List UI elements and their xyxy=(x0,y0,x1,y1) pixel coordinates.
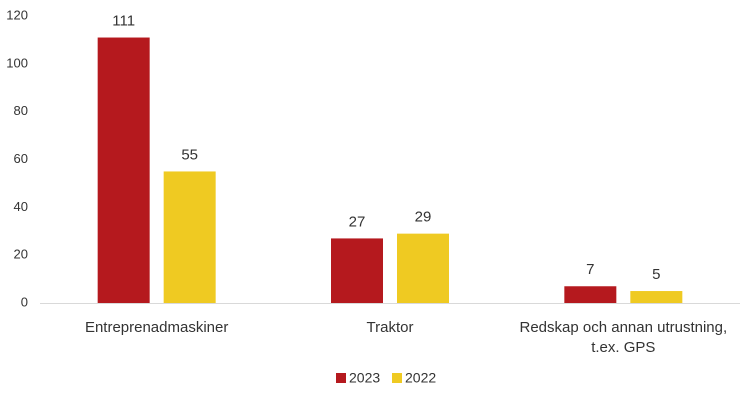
y-tick-label: 80 xyxy=(14,103,28,118)
bar xyxy=(331,238,383,303)
bar xyxy=(97,37,150,304)
legend-swatch xyxy=(392,373,402,383)
y-tick-label: 100 xyxy=(6,55,28,70)
data-label: 27 xyxy=(349,213,366,230)
data-label: 111 xyxy=(112,12,135,29)
bar xyxy=(163,171,216,303)
y-tick-label: 0 xyxy=(21,294,28,309)
x-tick-label: Redskap och annan utrustning, t.ex. GPS xyxy=(519,319,728,356)
bar xyxy=(397,233,449,303)
data-label: 29 xyxy=(415,209,432,226)
y-tick-label: 60 xyxy=(14,151,28,166)
legend-label: 2023 xyxy=(349,370,380,386)
data-label: 55 xyxy=(181,146,198,163)
bar xyxy=(630,291,683,303)
y-tick-label: 20 xyxy=(14,247,28,262)
x-tick-label: Traktor xyxy=(366,319,414,336)
y-tick-label: 120 xyxy=(6,7,28,22)
legend-label: 2022 xyxy=(405,370,436,386)
x-tick-label: Entreprenadmaskiner xyxy=(84,319,229,336)
data-label: 5 xyxy=(652,266,660,283)
data-label: 7 xyxy=(586,261,594,278)
bar xyxy=(564,286,617,303)
y-tick-label: 40 xyxy=(14,199,28,214)
legend-swatch xyxy=(336,373,346,383)
